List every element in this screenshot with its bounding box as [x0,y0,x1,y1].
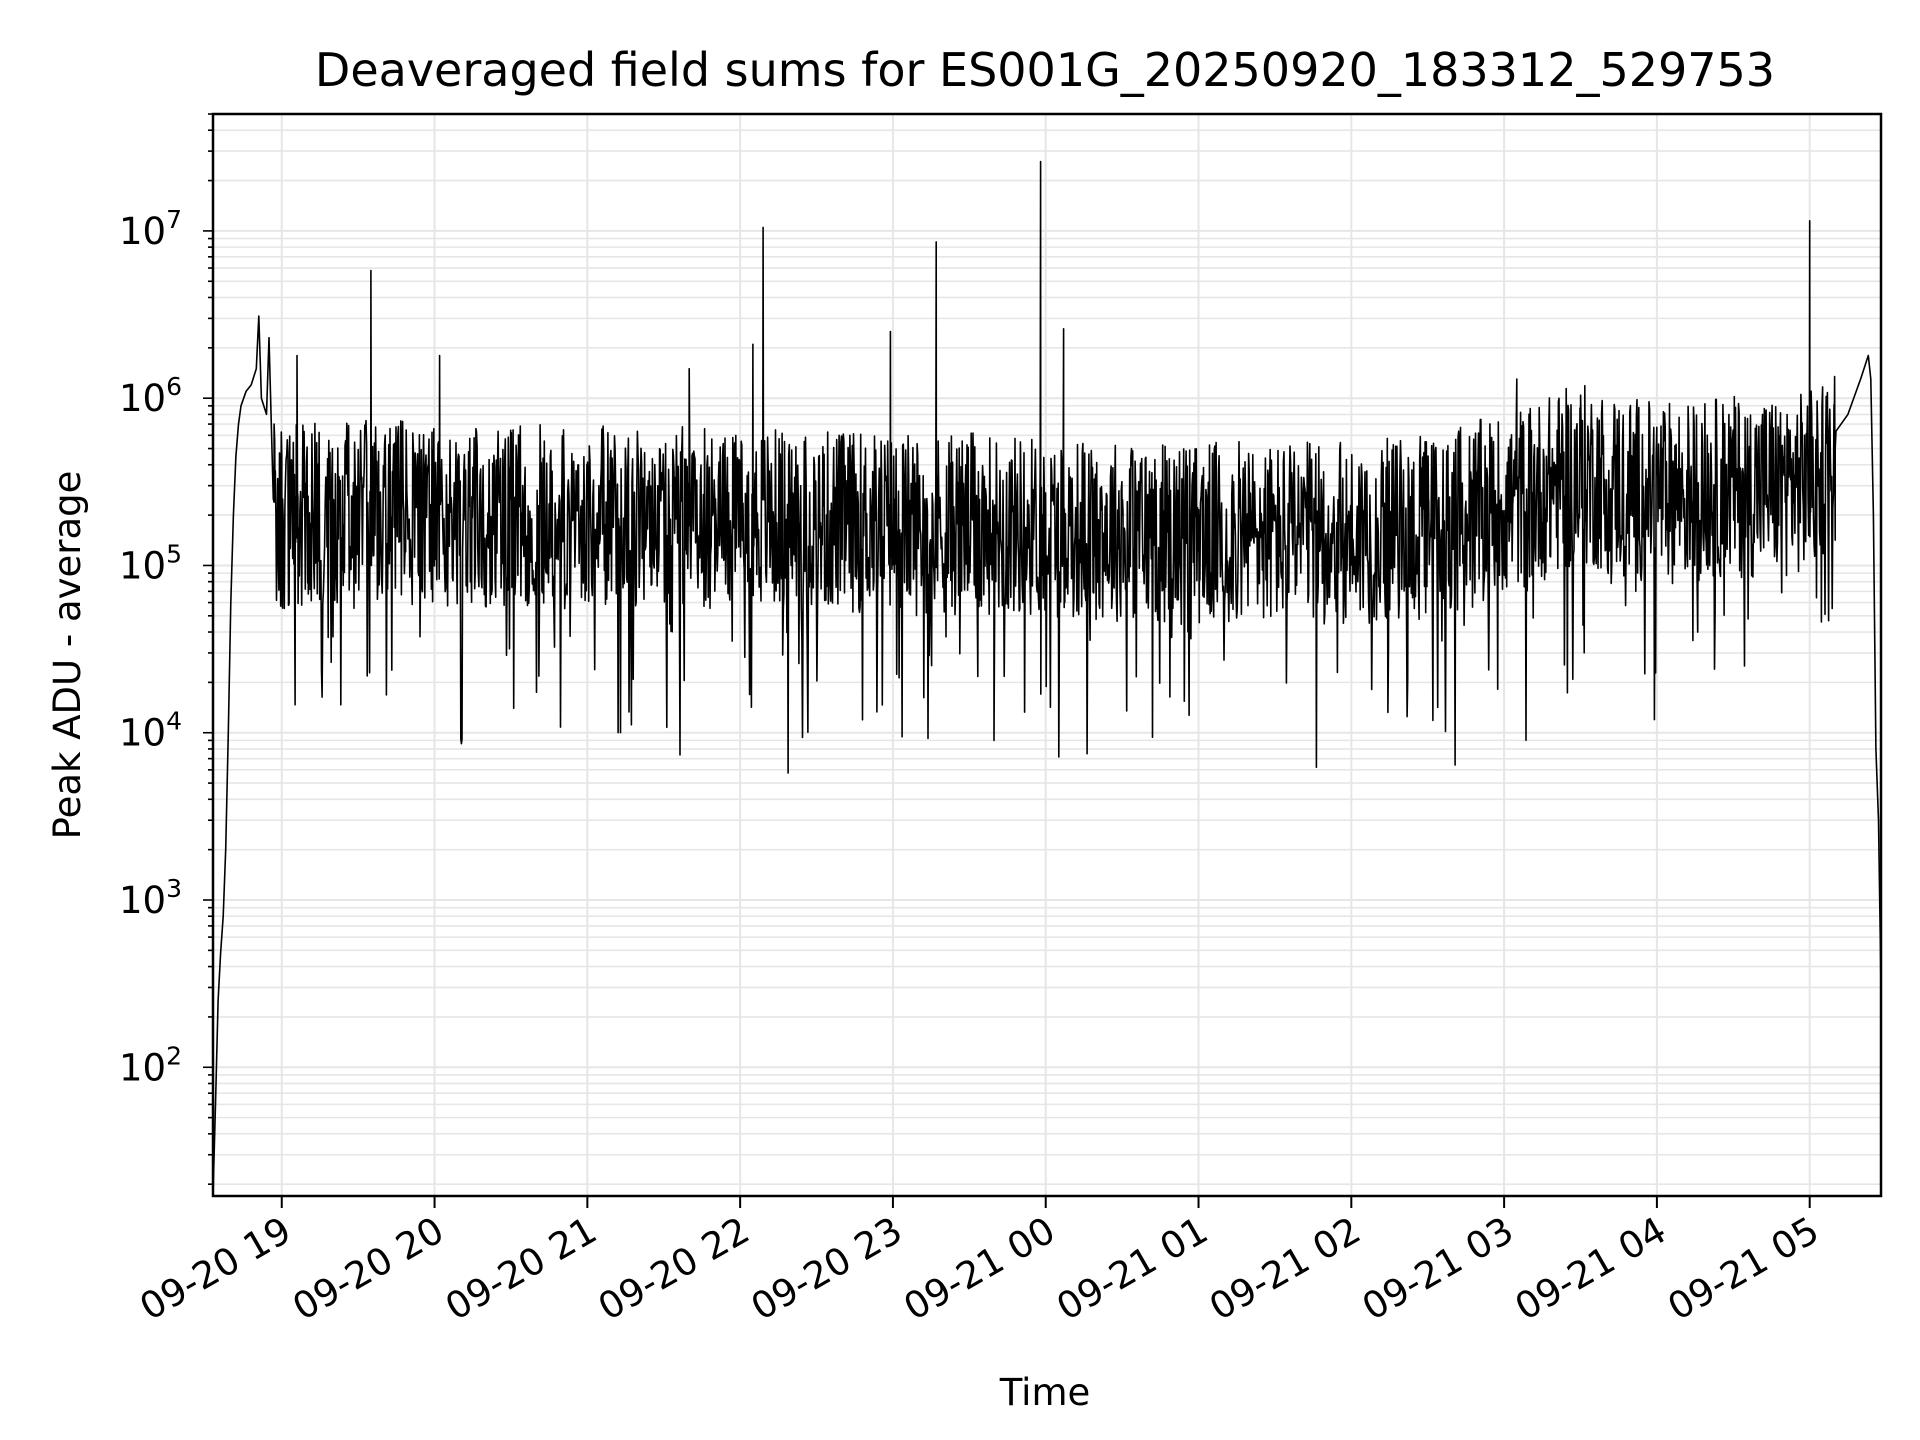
x-tick-label: 09-21 02 [1202,1209,1368,1329]
x-tick-label: 09-21 01 [1049,1209,1215,1329]
x-tick-label: 09-21 04 [1508,1209,1674,1329]
y-tick-label: 106 [119,372,182,420]
plot-frame [211,112,1883,1198]
x-axis-label: Time [999,1371,1091,1414]
line-series [212,160,1882,1197]
y-axis-label: Peak ADU - average [46,471,89,840]
x-tick-label: 09-21 05 [1661,1209,1827,1329]
x-tick-label: 09-20 22 [591,1209,757,1329]
x-tick-label: 09-20 23 [744,1209,910,1329]
y-tick-label: 107 [119,205,182,253]
y-tick-label: 102 [119,1041,182,1089]
chart-title: Deaveraged field sums for ES001G_2025092… [315,43,1775,97]
y-tick-label: 105 [119,539,182,587]
x-tick-label: 09-21 00 [897,1209,1063,1329]
x-tick-label: 09-21 03 [1355,1209,1521,1329]
x-tick-label: 09-20 21 [438,1209,604,1329]
y-tick-label: 104 [119,707,182,755]
x-tick-label: 09-20 20 [285,1209,451,1329]
y-tick-label: 103 [119,874,182,922]
series-line [212,160,1882,1197]
y-axis: 102 103 104 105 106 107 [119,113,213,1185]
x-tick-label: 09-20 19 [133,1209,299,1329]
